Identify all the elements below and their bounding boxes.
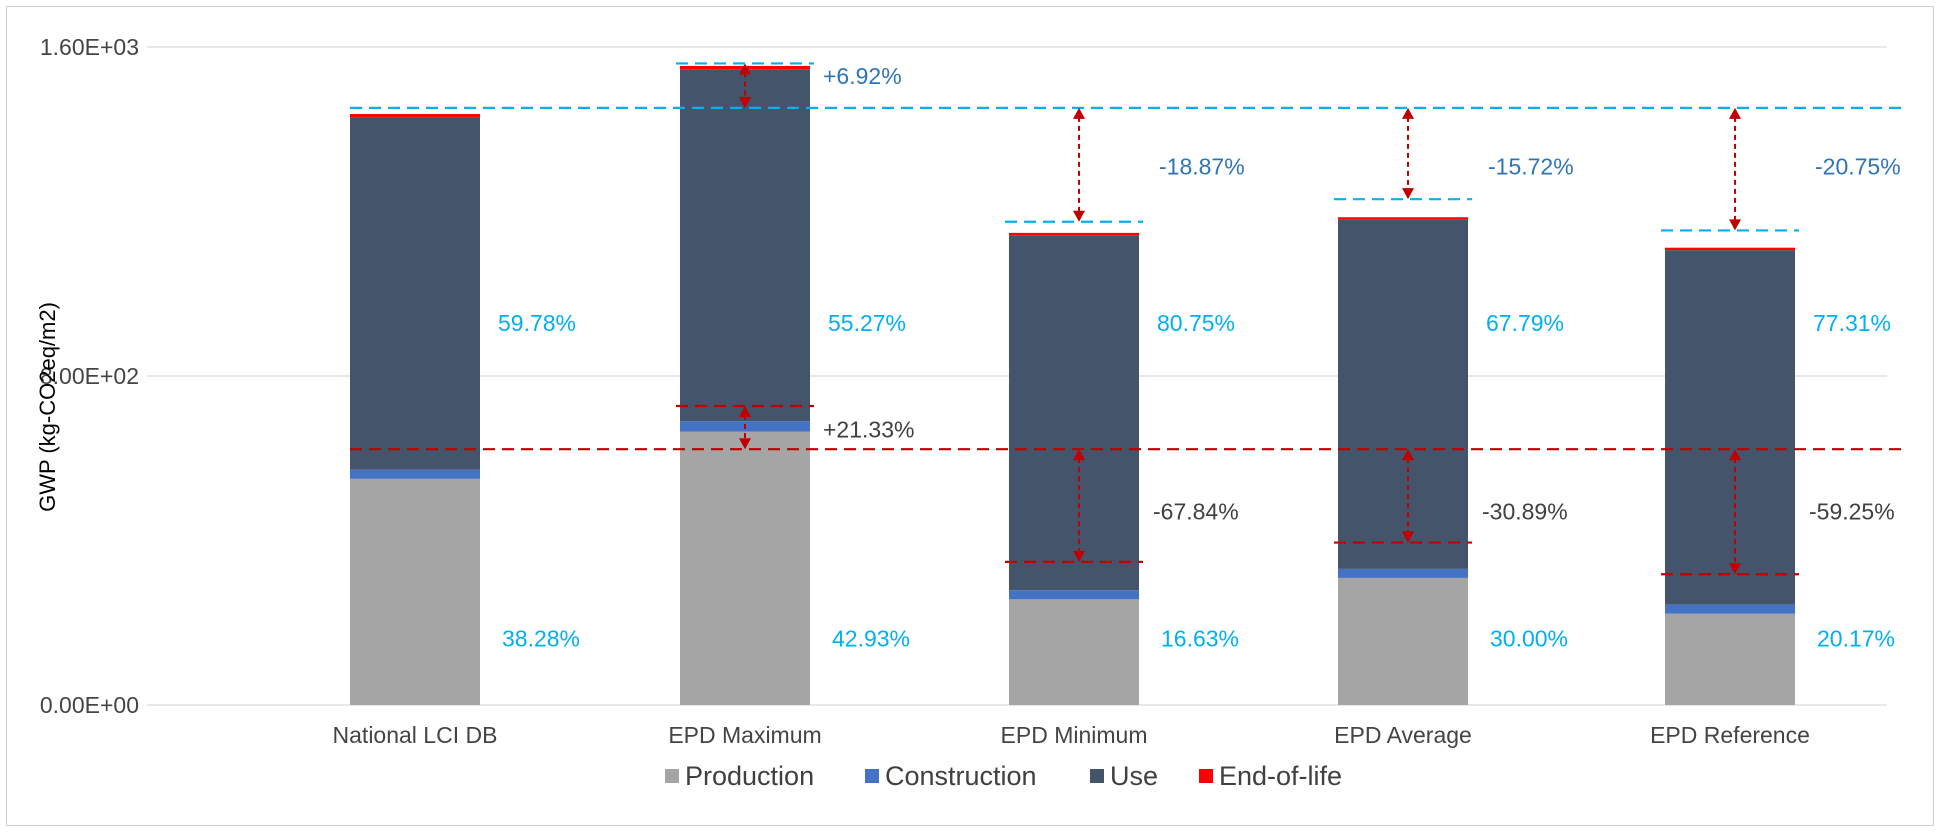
x-tick-label-4: EPD Reference — [1650, 722, 1810, 748]
production-change-label-3: -30.89% — [1482, 499, 1568, 525]
legend-label-2: Use — [1110, 761, 1158, 791]
bar-production-0 — [350, 478, 480, 705]
production-arrow-1-head-down — [739, 438, 751, 450]
total-arrow-3-head-down — [1402, 188, 1414, 200]
bar-production-4 — [1665, 613, 1795, 705]
bar-end-of-life-4 — [1665, 247, 1795, 251]
production-arrow-3 — [1402, 449, 1414, 543]
bar-end-of-life-2 — [1009, 232, 1139, 236]
production-share-label-1: 42.93% — [832, 626, 910, 652]
production-share-label-0: 38.28% — [502, 626, 580, 652]
x-tick-label-2: EPD Minimum — [1001, 722, 1148, 748]
production-share-label-4: 20.17% — [1817, 626, 1895, 652]
total-arrow-2-head-down — [1073, 210, 1085, 222]
production-share-label-2: 16.63% — [1161, 626, 1239, 652]
y-tick-label-2: 1.60E+03 — [40, 34, 139, 60]
labels-layer: 0.00E+00 8.00E+02 1.60E+03 National LCI DB E… — [40, 34, 1901, 748]
total-change-label-2: -18.87% — [1159, 153, 1245, 179]
production-arrow-4 — [1729, 449, 1741, 575]
total-arrow-4-head-up — [1729, 107, 1741, 119]
bars-layer — [350, 65, 1795, 705]
total-arrow-3 — [1402, 107, 1414, 200]
legend-label-3: End-of-life — [1219, 761, 1342, 791]
bar-use-1 — [680, 69, 810, 422]
total-change-label-3: -15.72% — [1488, 153, 1574, 179]
legend-label-1: Construction — [885, 761, 1037, 791]
production-arrow-2 — [1073, 449, 1085, 562]
bar-production-2 — [1009, 599, 1139, 705]
x-tick-label-1: EPD Maximum — [668, 722, 821, 748]
bar-use-0 — [350, 117, 480, 470]
bar-use-4 — [1665, 250, 1795, 605]
production-arrow-1 — [739, 406, 751, 450]
bar-production-3 — [1338, 577, 1468, 705]
total-change-label-1: +6.92% — [823, 63, 902, 89]
legend-swatch-3 — [1199, 769, 1213, 783]
production-change-label-1: +21.33% — [823, 416, 914, 442]
total-change-label-4: -20.75% — [1815, 153, 1901, 179]
legend-label-0: Production — [685, 761, 814, 791]
production-arrow-1-head-up — [739, 406, 751, 418]
bar-construction-0 — [350, 469, 480, 479]
bar-construction-4 — [1665, 604, 1795, 614]
production-change-label-2: -67.84% — [1153, 499, 1239, 525]
total-arrow-1-head-down — [739, 96, 751, 108]
y-axis-title: GWP (kg-CO2eq/m2) — [35, 302, 60, 512]
production-arrow-4-head-up — [1729, 449, 1741, 461]
total-arrow-1 — [739, 63, 751, 108]
bar-construction-2 — [1009, 590, 1139, 600]
legend: Production Construction Use End-of-life — [665, 761, 1342, 791]
use-share-label-0: 59.78% — [498, 310, 576, 336]
production-arrow-3-head-down — [1402, 531, 1414, 543]
y-tick-label-0: 0.00E+00 — [40, 692, 139, 718]
bar-use-3 — [1338, 219, 1468, 569]
use-share-label-2: 80.75% — [1157, 310, 1235, 336]
legend-swatch-0 — [665, 769, 679, 783]
legend-swatch-1 — [865, 769, 879, 783]
bar-end-of-life-0 — [350, 114, 480, 118]
production-arrow-3-head-up — [1402, 449, 1414, 461]
bar-end-of-life-3 — [1338, 217, 1468, 220]
chart-frame: 0.00E+00 8.00E+02 1.60E+03 National LCI DB E… — [6, 6, 1934, 826]
total-arrow-3-head-up — [1402, 107, 1414, 119]
use-share-label-4: 77.31% — [1813, 310, 1891, 336]
total-arrow-2 — [1073, 107, 1085, 222]
production-change-label-4: -59.25% — [1809, 499, 1895, 525]
x-tick-label-0: National LCI DB — [333, 722, 498, 748]
x-tick-label-3: EPD Average — [1334, 722, 1472, 748]
reference-lines-layer — [350, 62, 1907, 576]
total-arrow-4-head-down — [1729, 219, 1741, 231]
bar-use-2 — [1009, 235, 1139, 591]
production-arrow-2-head-up — [1073, 449, 1085, 461]
production-arrow-4-head-down — [1729, 563, 1741, 575]
use-share-label-3: 67.79% — [1486, 310, 1564, 336]
total-arrow-4 — [1729, 107, 1741, 231]
use-share-label-1: 55.27% — [828, 310, 906, 336]
total-arrow-1-head-up — [739, 63, 751, 75]
bar-production-1 — [680, 431, 810, 705]
bar-construction-3 — [1338, 568, 1468, 578]
legend-swatch-2 — [1090, 769, 1104, 783]
production-share-label-3: 30.00% — [1490, 626, 1568, 652]
stacked-bar-chart: 0.00E+00 8.00E+02 1.60E+03 National LCI DB E… — [35, 34, 1907, 791]
total-arrow-2-head-up — [1073, 107, 1085, 119]
production-arrow-2-head-down — [1073, 550, 1085, 562]
y-tick-label-1: 8.00E+02 — [40, 363, 139, 389]
